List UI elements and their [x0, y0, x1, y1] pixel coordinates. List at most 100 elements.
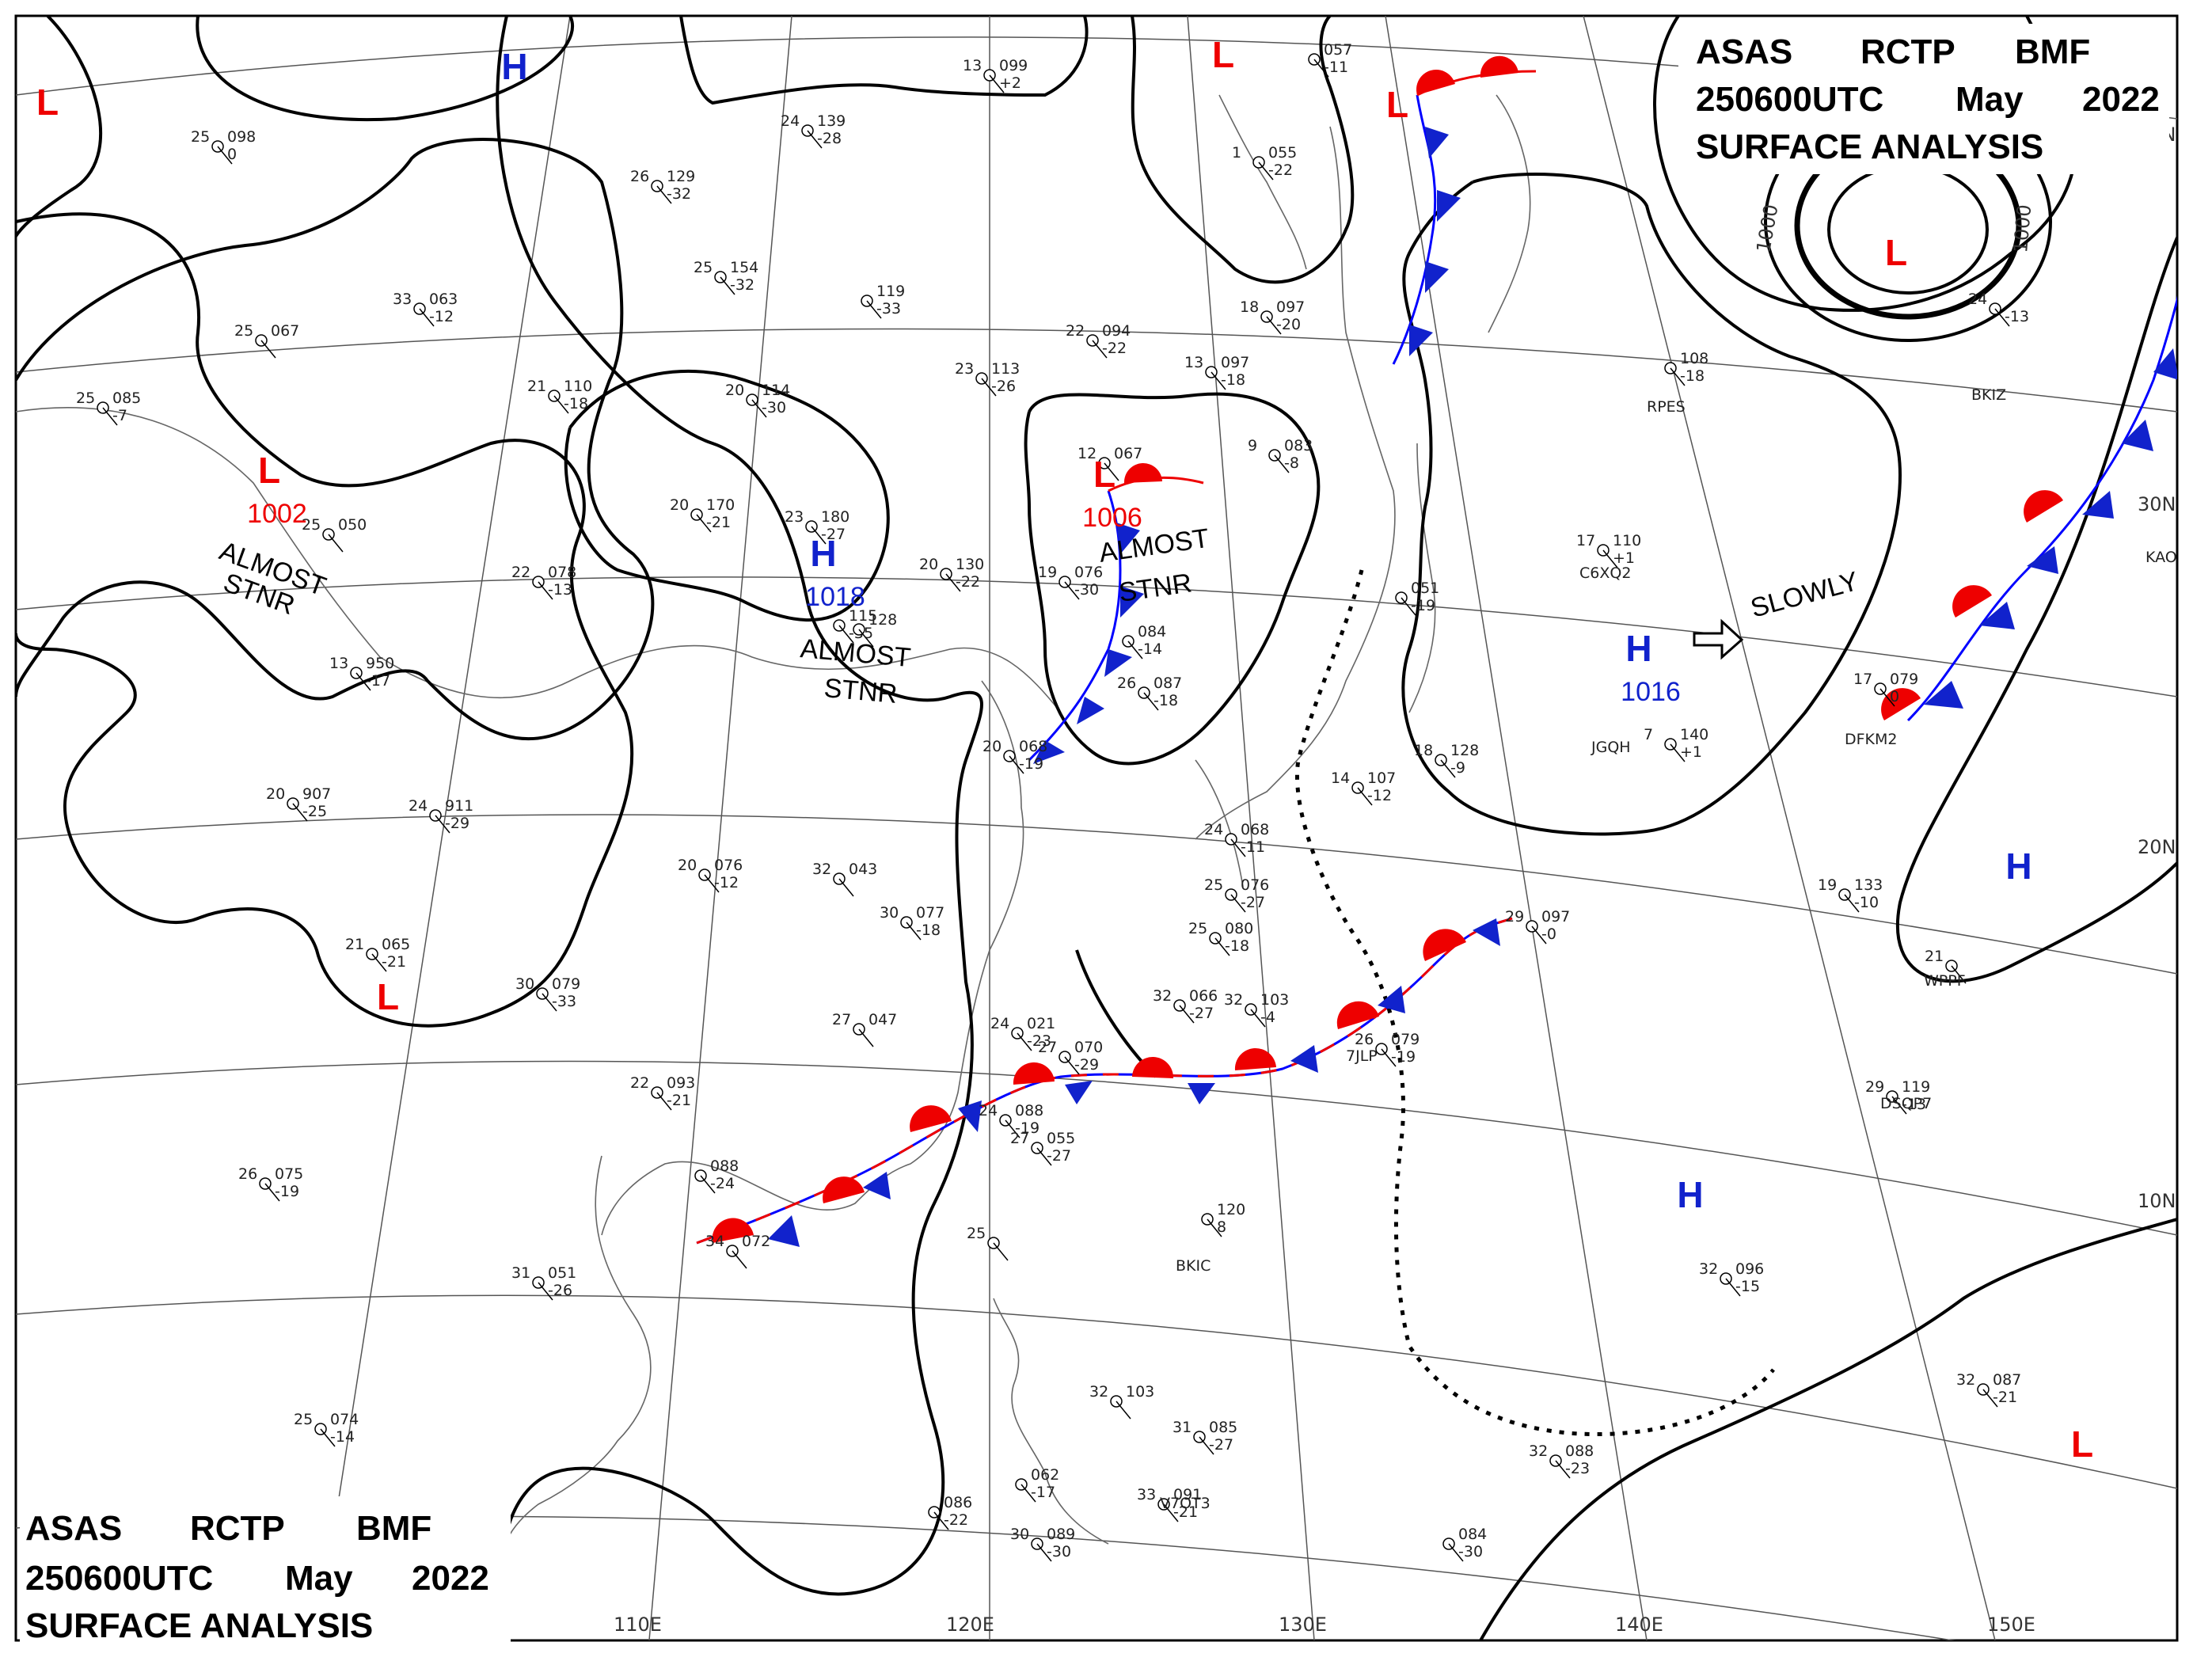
- station-plot: 20 170-21: [670, 496, 735, 533]
- ship-identifier: BKIC: [1176, 1257, 1211, 1275]
- wind-barb: [1250, 1009, 1266, 1028]
- wind-barb: [1211, 371, 1226, 390]
- station-plot: 21: [1925, 948, 1967, 984]
- station-temp: 26: [630, 168, 649, 185]
- station-plot: 23 113-26: [955, 360, 1020, 397]
- station-tendency: -23: [1027, 1032, 1051, 1050]
- ship-identifier: WPPF: [1924, 972, 1966, 990]
- station-temp: 33: [1137, 1486, 1156, 1503]
- wind-barb: [1199, 1436, 1214, 1455]
- station-tendency: -24: [710, 1175, 735, 1192]
- station-plot: 23 180-27: [785, 508, 849, 545]
- station-temp: 24: [409, 797, 428, 815]
- wind-barb: [1670, 743, 1686, 762]
- station-plot: 29 097-0: [1505, 908, 1570, 945]
- station-pressure: 055: [1268, 144, 1297, 162]
- wind-barb: [1179, 1005, 1195, 1024]
- cold-front-north: [1392, 55, 1537, 365]
- station-tendency: -30: [1047, 1543, 1071, 1560]
- station-temp: 24: [990, 1015, 1009, 1032]
- wind-barb: [1036, 1147, 1052, 1166]
- station-plot: 32 103: [1089, 1383, 1154, 1420]
- station-temp: 32: [812, 861, 831, 878]
- station-plot: 25 154-32: [694, 259, 758, 295]
- wind-barb: [1064, 581, 1080, 600]
- ship-identifier: RPES: [1647, 398, 1686, 416]
- station-temp: 26: [238, 1165, 257, 1183]
- wind-barb: [906, 922, 922, 941]
- station-temp: 13: [963, 57, 982, 74]
- station-pressure: 066: [1189, 987, 1218, 1005]
- station-tendency: -18: [564, 395, 588, 412]
- station-tendency: -19: [1015, 1119, 1039, 1137]
- station-pressure: 068: [1241, 821, 1269, 838]
- station-pressure: 051: [548, 1264, 576, 1282]
- svg-text:RCTP: RCTP: [1860, 32, 1955, 71]
- station-pressure: 108: [1680, 350, 1708, 367]
- station-plot: 14 107-12: [1331, 770, 1396, 806]
- station-plot: 051-19: [1395, 580, 1439, 616]
- station-tendency: -17: [366, 672, 390, 690]
- wind-barb: [538, 581, 553, 600]
- svg-text:250600UTC: 250600UTC: [25, 1559, 213, 1598]
- wind-barb: [292, 803, 308, 822]
- station-plot: 26 087-18: [1117, 675, 1182, 711]
- station-temp: 27: [1010, 1130, 1029, 1147]
- station-tendency: -10: [1854, 894, 1879, 911]
- ship-identifier: DSQP7: [1880, 1095, 1932, 1112]
- station-pressure: 107: [1367, 770, 1396, 787]
- station-plot: 30 077-18: [880, 904, 944, 941]
- station-pressure: 063: [429, 291, 458, 308]
- wind-barb: [1602, 549, 1618, 568]
- station-pressure: 089: [1047, 1526, 1075, 1543]
- station-plot: 24 021-23: [990, 1015, 1055, 1051]
- station-plot: 24 -13: [1968, 291, 2029, 327]
- station-plot: 22 094-22: [1066, 322, 1131, 359]
- station-pressure: 088: [1015, 1102, 1043, 1119]
- wind-barb: [989, 74, 1005, 93]
- station-temp: 22: [1066, 322, 1085, 340]
- station-temp: 23: [955, 360, 974, 378]
- station-plot: 32 103-4: [1224, 991, 1289, 1028]
- wind-barb: [1020, 1484, 1036, 1503]
- station-temp: 18: [1414, 742, 1433, 759]
- station-plot: 20 068-19: [982, 738, 1047, 774]
- station-tendency: -33: [876, 300, 901, 317]
- station-tendency: -23: [1565, 1460, 1590, 1477]
- svg-text:May: May: [285, 1559, 353, 1598]
- station-pressure: 907: [302, 785, 331, 803]
- station-temp: 30: [1010, 1526, 1029, 1543]
- wind-barb: [1725, 1278, 1741, 1297]
- station-plot: 30 089-30: [1010, 1526, 1075, 1562]
- low-pressure-center: L: [258, 450, 280, 491]
- wind-barb: [264, 1183, 280, 1202]
- station-tendency: -9: [1450, 759, 1465, 777]
- wind-barb: [1104, 462, 1119, 481]
- station-plot: 20 130-22: [919, 556, 984, 592]
- station-tendency: -0: [1541, 926, 1556, 943]
- wind-barb: [656, 1092, 672, 1111]
- station-temp: 21: [527, 378, 546, 395]
- wind-barb: [945, 573, 961, 592]
- station-temp: 19: [1818, 876, 1837, 894]
- station-pressure: 110: [564, 378, 592, 395]
- station-plot: 13 099+2: [963, 57, 1028, 93]
- station-pressure: 021: [1027, 1015, 1055, 1032]
- station-tendency: -26: [991, 378, 1016, 395]
- station-tendency: -14: [330, 1428, 355, 1446]
- station-pressure: 088: [710, 1157, 739, 1175]
- wind-barb: [866, 300, 882, 319]
- station-pressure: 110: [1613, 532, 1641, 549]
- station-pressure: 086: [944, 1494, 972, 1511]
- station-temp: 20: [678, 857, 697, 874]
- station-tendency: -27: [1241, 894, 1265, 911]
- station-plot: 32 088-23: [1529, 1442, 1594, 1479]
- station-tendency: -30: [762, 399, 786, 416]
- low-pressure-center: L: [1093, 454, 1116, 495]
- station-temp: 13: [1184, 354, 1203, 371]
- wind-barb: [1207, 1218, 1222, 1237]
- svg-text:BMF: BMF: [356, 1509, 431, 1548]
- central-pressure-label: 1016: [1621, 677, 1681, 707]
